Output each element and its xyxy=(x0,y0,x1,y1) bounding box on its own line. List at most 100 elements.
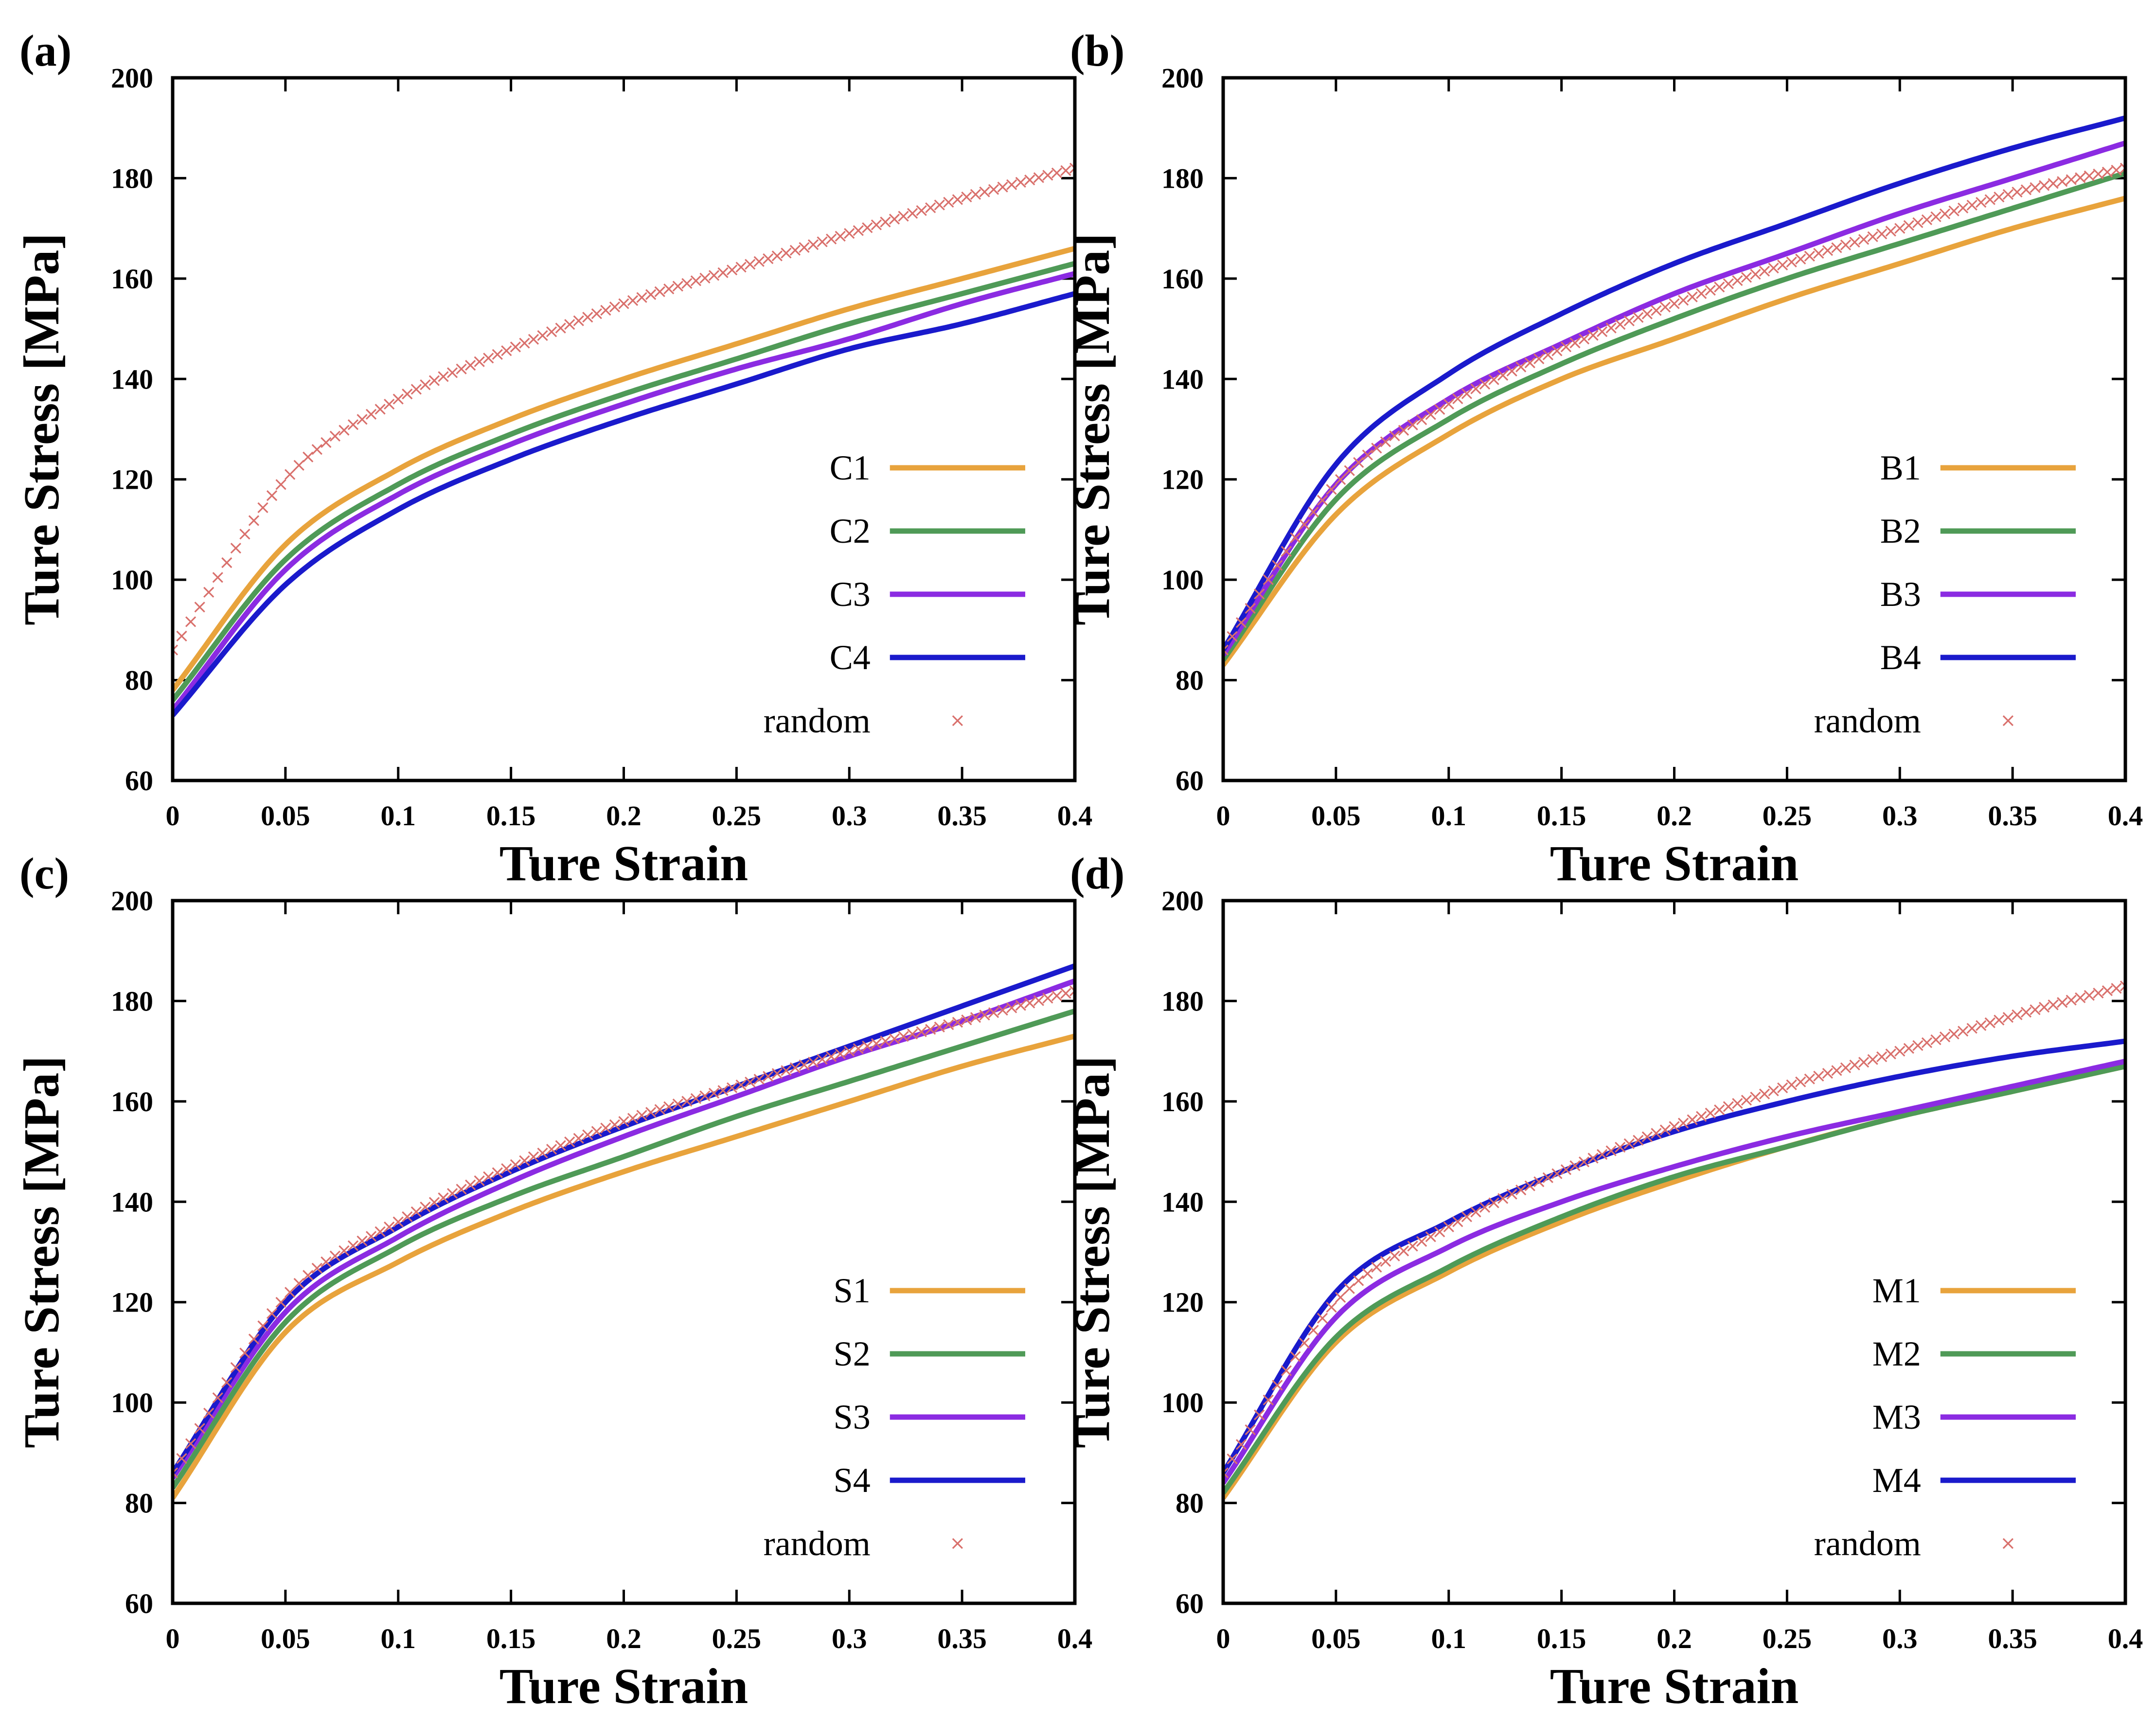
x-tick-label: 0.2 xyxy=(606,1623,641,1654)
random-marker xyxy=(339,1245,350,1256)
x-axis-label: Ture Strain xyxy=(499,1658,748,1714)
random-marker xyxy=(2102,166,2113,177)
panel-label: (a) xyxy=(19,26,71,75)
random-marker xyxy=(889,1033,900,1045)
random-marker xyxy=(826,1051,837,1062)
random-marker xyxy=(1813,1070,1824,1082)
random-marker xyxy=(1317,495,1328,506)
x-tick-label: 0.15 xyxy=(1537,800,1586,832)
random-marker xyxy=(1533,353,1545,365)
y-tick-label: 60 xyxy=(125,1588,153,1619)
random-marker xyxy=(1885,226,1896,237)
random-marker xyxy=(1705,1107,1716,1119)
random-marker xyxy=(194,1423,205,1434)
random-marker xyxy=(681,1096,693,1107)
random-marker xyxy=(1578,334,1590,345)
random-marker xyxy=(1633,1135,1644,1146)
random-marker xyxy=(807,239,819,250)
random-marker xyxy=(835,1048,846,1060)
random-marker xyxy=(1524,357,1535,369)
x-tick-label: 0.35 xyxy=(1988,1623,2037,1654)
random-marker xyxy=(699,272,711,284)
random-marker xyxy=(1335,474,1346,485)
random-marker xyxy=(1750,1091,1761,1103)
random-marker xyxy=(1344,465,1355,476)
random-marker xyxy=(898,1031,909,1042)
random-marker xyxy=(925,202,936,213)
legend-label-C3: C3 xyxy=(830,575,871,614)
random-marker xyxy=(230,543,241,554)
random-marker xyxy=(1407,1241,1418,1252)
random-marker xyxy=(1398,425,1409,436)
random-marker xyxy=(871,219,882,231)
random-marker xyxy=(690,275,702,286)
random-marker xyxy=(654,286,665,297)
random-marker xyxy=(1060,988,1071,999)
series-group xyxy=(1223,115,2125,667)
random-marker xyxy=(1281,546,1292,557)
random-marker xyxy=(1299,1337,1310,1348)
random-marker xyxy=(1353,457,1364,468)
random-marker xyxy=(248,1333,260,1345)
random-marker xyxy=(555,322,566,334)
random-marker xyxy=(293,460,304,471)
random-marker xyxy=(600,304,611,316)
random-marker xyxy=(672,1098,683,1110)
random-marker xyxy=(2093,168,2104,179)
random-marker xyxy=(1515,361,1527,373)
random-marker xyxy=(266,1308,278,1319)
random-marker xyxy=(1984,194,1996,205)
random-marker xyxy=(321,1256,332,1267)
plot-area xyxy=(173,901,1075,1603)
random-marker xyxy=(1263,1394,1274,1405)
random-marker xyxy=(1569,337,1581,349)
random-marker xyxy=(618,298,629,309)
random-marker xyxy=(1371,1261,1382,1273)
y-tick-label: 140 xyxy=(111,363,153,395)
random-marker xyxy=(1641,1131,1653,1142)
random-marker xyxy=(970,1012,981,1023)
plot-frame xyxy=(1221,899,2127,1605)
random-marker xyxy=(2084,170,2095,181)
random-marker xyxy=(771,250,783,262)
random-marker xyxy=(239,529,250,540)
random-marker xyxy=(1849,236,1860,248)
y-tick-label: 60 xyxy=(1176,1588,1204,1619)
random-marker xyxy=(1479,1202,1491,1213)
random-marker xyxy=(934,199,945,211)
y-tick-label: 200 xyxy=(1161,885,1204,917)
random-marker xyxy=(1407,419,1418,430)
random-marker xyxy=(1362,1268,1373,1279)
random-marker xyxy=(1389,430,1400,442)
random-marker xyxy=(2111,164,2122,176)
random-marker xyxy=(1750,268,1761,280)
random-marker xyxy=(1335,1292,1346,1303)
x-tick-label: 0.25 xyxy=(712,1623,762,1654)
random-marker xyxy=(1488,1197,1499,1208)
random-marker xyxy=(708,270,720,281)
random-marker xyxy=(979,186,990,197)
random-marker xyxy=(1957,202,1969,213)
random-marker xyxy=(1596,326,1608,337)
random-marker xyxy=(546,1144,557,1155)
random-marker xyxy=(1976,196,1987,208)
random-marker xyxy=(456,363,467,374)
random-marker xyxy=(564,319,575,330)
random-marker xyxy=(1015,1000,1026,1011)
random-marker xyxy=(510,1159,521,1171)
legend-swatch-random xyxy=(2002,1538,2013,1549)
random-marker xyxy=(1344,1283,1355,1294)
x-tick-label: 0.25 xyxy=(1763,1623,1812,1654)
random-marker xyxy=(1223,644,1229,656)
random-marker xyxy=(1768,263,1779,274)
y-tick-label: 160 xyxy=(111,1086,153,1118)
random-marker xyxy=(618,1116,629,1127)
random-marker xyxy=(2057,997,2068,1008)
random-marker xyxy=(663,1101,675,1112)
random-marker xyxy=(420,1201,431,1213)
random-marker xyxy=(266,490,278,501)
random-marker xyxy=(173,644,178,656)
random-marker xyxy=(1903,1043,1914,1054)
random-marker xyxy=(1795,1076,1806,1087)
random-marker xyxy=(446,1188,458,1199)
